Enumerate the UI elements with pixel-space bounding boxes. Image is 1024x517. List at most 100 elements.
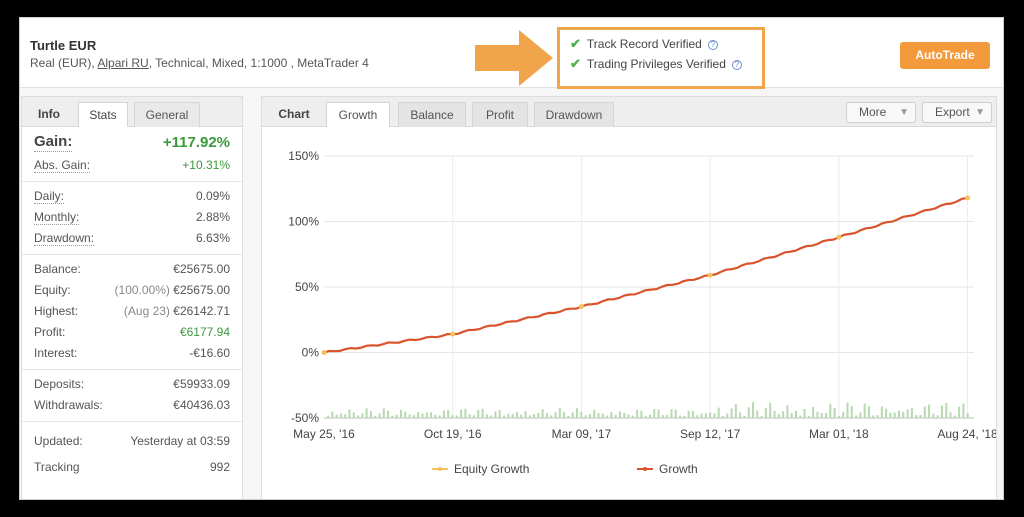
- activity-bar: [425, 412, 428, 418]
- activity-bar: [846, 402, 849, 418]
- activity-bar: [387, 410, 390, 418]
- equity-point: [707, 272, 713, 278]
- activity-bar: [966, 413, 969, 418]
- activity-bar: [936, 415, 939, 418]
- activity-bar: [833, 408, 836, 418]
- tracking-section: Updated: Yesterday at 03:59 Tracking 992: [22, 422, 242, 485]
- chart-tabs: Chart Growth Balance Profit Drawdown Mor…: [262, 97, 996, 127]
- activity-bar: [919, 415, 922, 418]
- growth-chart: 150% 100% 50% 0% -50% May 25, '16 Oct 19, '16…: [288, 149, 998, 476]
- help-icon[interactable]: ?: [707, 40, 718, 50]
- activity-bar: [352, 412, 355, 418]
- activity-bar: [752, 402, 755, 418]
- activity-bar: [842, 411, 845, 418]
- activity-bar: [855, 415, 858, 418]
- activity-bar: [421, 413, 424, 418]
- activity-bar: [666, 414, 669, 418]
- activity-bar: [739, 412, 742, 418]
- stat-abs-gain: Abs. Gain: +10.31%: [34, 155, 230, 176]
- activity-bar: [442, 410, 445, 418]
- activity-bar: [756, 410, 759, 418]
- activity-bar: [644, 415, 647, 418]
- activity-bar: [790, 413, 793, 418]
- page: Turtle EUR Real (EUR), Alpari RU, Techni…: [19, 17, 1004, 500]
- activity-bar: [709, 412, 712, 418]
- verification-box: ✔ Track Record Verified? ✔ Trading Privile…: [557, 27, 765, 89]
- activity-bar: [588, 414, 591, 418]
- activity-bar: [339, 413, 342, 418]
- chart-legend: Equity Growth Growth: [432, 462, 698, 476]
- activity-bar: [391, 415, 394, 418]
- stat-value: +10.31%: [182, 158, 230, 172]
- activity-bar: [683, 415, 686, 418]
- activity-bar: [850, 406, 853, 418]
- more-label: More: [859, 105, 887, 119]
- activity-bar: [468, 414, 471, 418]
- stat-deposits: Deposits: €59933.09: [34, 374, 230, 395]
- rate-section: Daily: 0.09% Monthly: 2.88% Drawdown: 6.…: [22, 182, 242, 255]
- activity-bar: [618, 411, 621, 418]
- activity-bar: [704, 413, 707, 418]
- activity-bar: [584, 415, 587, 418]
- stat-drawdown: Drawdown: 6.63%: [34, 228, 230, 249]
- activity-bar: [923, 406, 926, 418]
- legend-marker: [643, 467, 647, 471]
- y-tick-label: 150%: [288, 149, 319, 163]
- account-subtitle: Real (EUR), Alpari RU, Technical, Mixed,…: [30, 56, 369, 70]
- legend-marker: [438, 467, 442, 471]
- activity-bar: [507, 413, 510, 418]
- y-tick-label: 0%: [302, 346, 320, 360]
- stat-value: Yesterday at 03:59: [130, 434, 230, 448]
- activity-bar: [777, 414, 780, 418]
- activity-bar: [902, 411, 905, 418]
- account-header: Turtle EUR Real (EUR), Alpari RU, Techni…: [20, 18, 1003, 89]
- tab-growth[interactable]: Growth: [326, 102, 390, 127]
- stat-value: €26142.71: [173, 304, 230, 318]
- autotrade-button[interactable]: AutoTrade: [900, 42, 990, 69]
- activity-bar: [606, 415, 609, 418]
- tab-drawdown[interactable]: Drawdown: [534, 102, 614, 127]
- stat-value: 2.88%: [195, 210, 230, 224]
- activity-bar: [700, 413, 703, 418]
- activity-bar: [640, 410, 643, 418]
- tab-general[interactable]: General: [134, 102, 200, 127]
- caret-down-icon: ▼: [899, 107, 909, 118]
- activity-bar: [327, 416, 329, 418]
- activity-bar: [949, 412, 952, 418]
- stat-withdrawals: Withdrawals: €40436.03: [34, 395, 230, 416]
- activity-bar: [408, 414, 411, 418]
- activity-bar: [477, 410, 480, 418]
- activity-bar: [472, 415, 475, 418]
- verified-label: Track Record Verified: [586, 37, 702, 51]
- tab-balance[interactable]: Balance: [398, 102, 466, 127]
- stat-monthly: Monthly: 2.88%: [34, 207, 230, 228]
- x-tick-label: Aug 24, '18: [937, 427, 996, 441]
- broker-link[interactable]: Alpari RU: [97, 56, 149, 70]
- tab-stats[interactable]: Stats: [78, 102, 128, 127]
- activity-bar: [962, 403, 965, 418]
- tab-profit[interactable]: Profit: [472, 102, 528, 127]
- growth-line: [323, 196, 968, 354]
- verified-label: Trading Privileges Verified: [586, 57, 726, 71]
- activity-bar: [537, 413, 540, 418]
- chart-panel: Chart Growth Balance Profit Drawdown Mor…: [261, 96, 998, 499]
- activity-bar: [726, 413, 729, 418]
- activity-bar: [498, 409, 501, 418]
- activity-bar: [872, 415, 875, 418]
- activity-bar: [743, 415, 746, 418]
- help-icon[interactable]: ?: [731, 60, 742, 70]
- stat-value: €6177.94: [179, 325, 230, 339]
- stat-value: 0.09%: [195, 189, 230, 203]
- activity-bar: [829, 403, 832, 418]
- more-dropdown[interactable]: More ▼: [846, 102, 916, 123]
- activity-bar: [361, 413, 364, 418]
- x-tick-label: Mar 09, '17: [552, 427, 612, 441]
- stat-value: -€16.60: [189, 346, 230, 360]
- export-dropdown[interactable]: Export ▼: [922, 102, 992, 123]
- y-tick-label: -50%: [291, 411, 319, 425]
- activity-bar: [494, 411, 497, 418]
- stat-value: €40436.03: [173, 398, 230, 412]
- stat-value: €59933.09: [173, 377, 230, 391]
- activity-bar: [374, 415, 377, 418]
- activity-bar: [563, 411, 566, 418]
